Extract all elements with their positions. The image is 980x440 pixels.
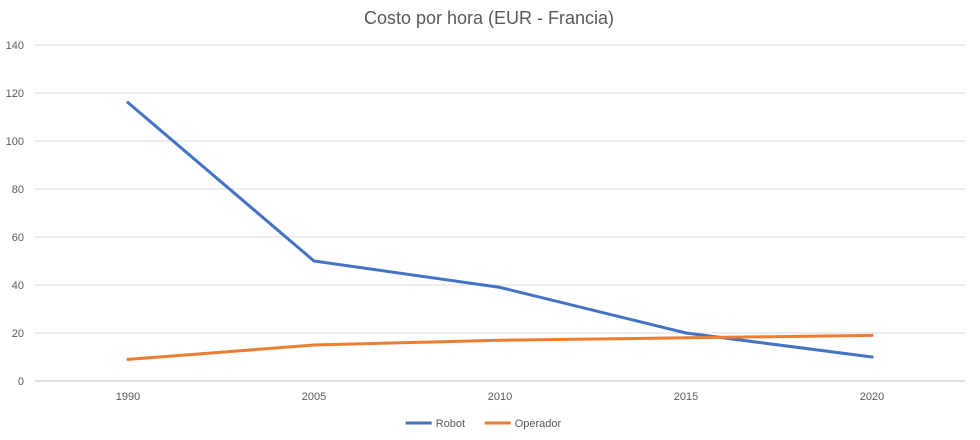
x-tick-label: 2005 xyxy=(302,391,326,403)
data-point-robot xyxy=(870,355,874,359)
chart-title: Costo por hora (EUR - Francia) xyxy=(364,8,614,28)
data-point-operador xyxy=(684,336,688,340)
y-tick-label: 60 xyxy=(12,232,24,244)
data-point-robot xyxy=(312,259,316,263)
data-point-robot xyxy=(498,285,502,289)
y-tick-label: 100 xyxy=(6,136,24,148)
x-tick-label: 2010 xyxy=(488,391,512,403)
y-tick-label: 0 xyxy=(18,376,24,388)
legend-label-operador: Operador xyxy=(515,418,562,430)
data-point-robot xyxy=(126,101,130,105)
grid-lines xyxy=(35,44,965,382)
data-point-operador xyxy=(870,333,874,337)
series-lines xyxy=(126,101,874,361)
legend: Robot Operador xyxy=(405,418,562,430)
x-tick-label: 2020 xyxy=(860,391,884,403)
data-point-robot xyxy=(684,331,688,335)
y-tick-label: 40 xyxy=(12,280,24,292)
x-tick-label: 1990 xyxy=(116,391,140,403)
data-point-operador xyxy=(498,338,502,342)
y-tick-label: 80 xyxy=(12,184,24,196)
y-axis: 0 20 40 60 80 100 120 140 xyxy=(6,40,24,388)
y-tick-label: 120 xyxy=(6,88,24,100)
x-axis: 1990 2005 2010 2015 2020 xyxy=(116,391,884,403)
x-tick-label: 2015 xyxy=(674,391,698,403)
y-tick-label: 140 xyxy=(6,40,24,52)
data-point-operador xyxy=(126,357,130,361)
data-point-operador xyxy=(312,343,316,347)
y-tick-label: 20 xyxy=(12,328,24,340)
legend-label-robot: Robot xyxy=(436,418,465,430)
